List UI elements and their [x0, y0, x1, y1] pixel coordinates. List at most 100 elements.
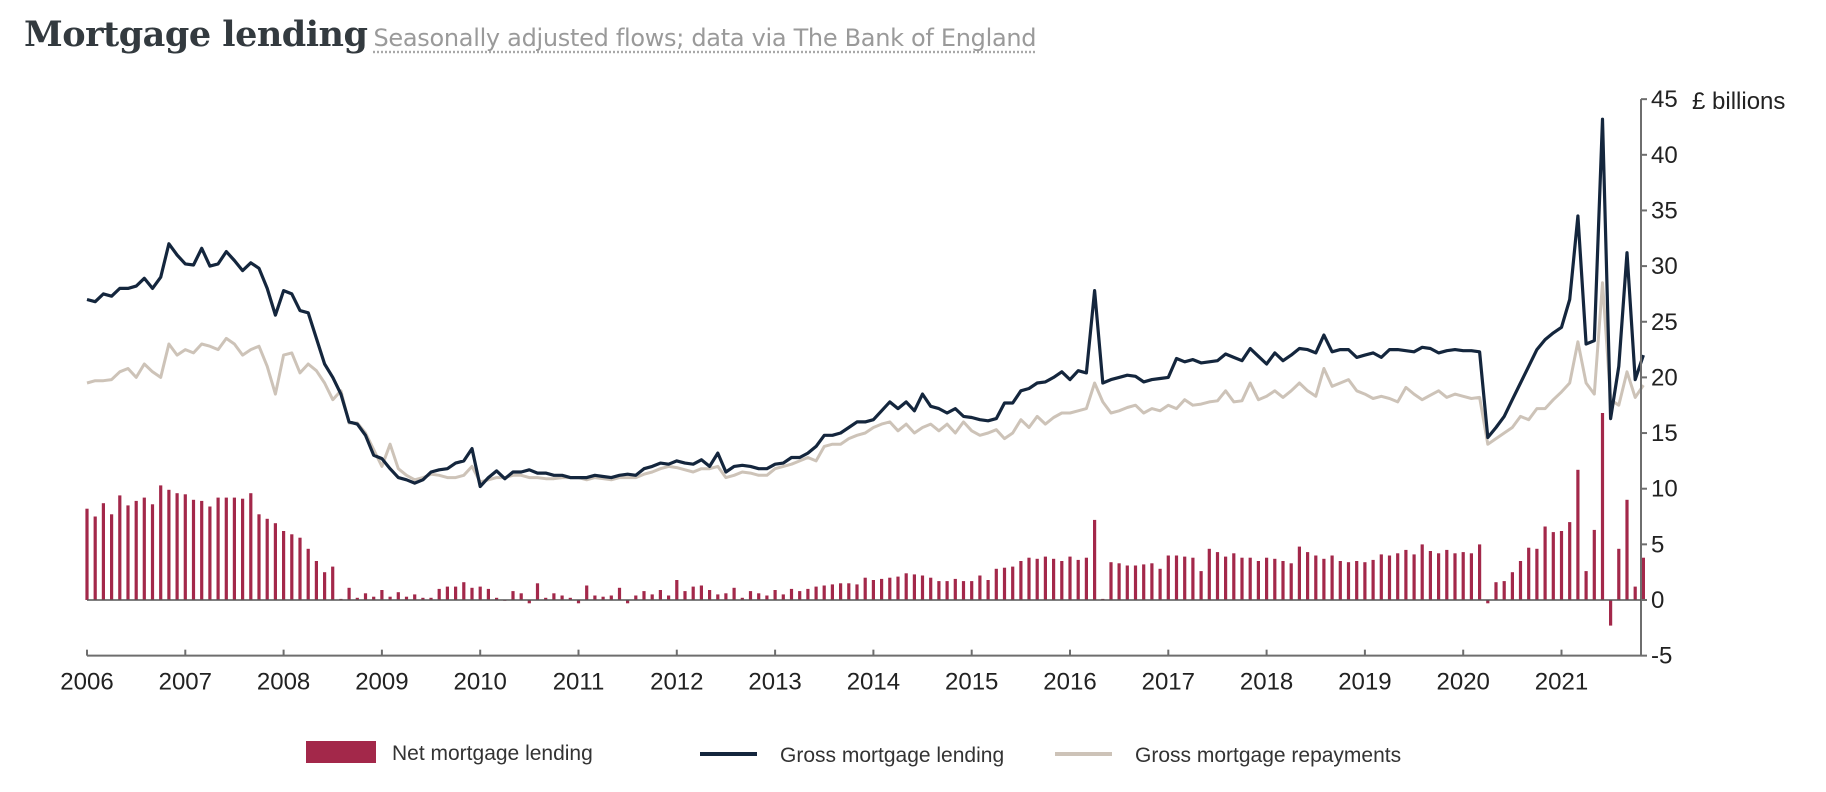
net-lending-bar	[159, 485, 163, 600]
net-lending-bar	[847, 583, 851, 600]
net-lending-bar	[1559, 531, 1564, 600]
net-lending-bar	[1396, 553, 1400, 600]
net-lending-bar	[265, 518, 269, 600]
net-lending-bar	[347, 587, 351, 600]
net-lending-bar	[1617, 548, 1621, 600]
net-lending-bar	[1510, 572, 1514, 600]
net-lending-bar	[273, 523, 277, 600]
chart-subtitle-link[interactable]: Seasonally adjusted flows; data via The …	[373, 24, 1037, 52]
net-lending-bar	[1076, 559, 1080, 600]
net-lending-bar	[454, 586, 458, 600]
legend: Net mortgage lending Gross mortgage lend…	[306, 741, 1401, 767]
net-lending-bar	[191, 499, 196, 600]
x-tick-label: 2020	[1437, 669, 1490, 696]
net-lending-bar	[216, 497, 220, 600]
net-lending-bar	[986, 580, 990, 600]
net-lending-bar	[773, 590, 777, 600]
net-lending-bar	[617, 587, 622, 600]
net-lending-bar	[396, 592, 400, 600]
net-lending-bar	[576, 600, 581, 604]
net-lending-bar	[511, 591, 515, 600]
net-lending-bar	[323, 572, 327, 600]
net-lending-bar	[1142, 564, 1146, 600]
net-lending-bar	[306, 548, 310, 600]
net-lending-bar	[568, 597, 572, 600]
net-lending-bar	[789, 588, 794, 600]
net-lending-bar	[142, 497, 146, 600]
net-lending-bar	[994, 568, 998, 600]
y-tick-label: 35	[1651, 197, 1678, 224]
net-lending-bar	[683, 591, 687, 600]
net-lending-bars	[85, 413, 1645, 626]
net-lending-bar	[282, 531, 286, 600]
net-lending-bar	[208, 506, 212, 600]
x-tick-label: 2019	[1338, 669, 1391, 696]
y-tick-label: 45	[1651, 86, 1678, 113]
net-lending-bar	[1379, 554, 1383, 600]
net-lending-bar	[167, 489, 171, 600]
net-lending-bar	[937, 581, 941, 600]
net-lending-bar	[929, 577, 933, 600]
y-tick-label: -5	[1651, 643, 1672, 670]
net-lending-bar	[1215, 552, 1220, 600]
net-lending-bar	[1428, 551, 1432, 600]
net-lending-bar	[1150, 563, 1154, 600]
net-lending-bar	[1543, 526, 1547, 600]
net-lending-bar	[1437, 553, 1441, 600]
net-lending-bar	[1052, 558, 1056, 600]
x-tick-label: 2017	[1142, 669, 1195, 696]
net-lending-bar	[519, 593, 523, 600]
net-lending-bar	[626, 600, 630, 604]
net-lending-bar	[1527, 547, 1531, 600]
net-lending-bar	[1445, 549, 1449, 600]
x-tick-label: 2018	[1240, 669, 1293, 696]
net-lending-bar	[1322, 558, 1326, 600]
net-lending-bar	[1035, 558, 1039, 600]
x-tick-label: 2011	[553, 669, 605, 696]
net-lending-bar	[380, 590, 384, 600]
net-lending-bar	[880, 578, 884, 600]
net-lending-bar	[1363, 562, 1367, 600]
net-lending-bar	[1068, 556, 1072, 600]
net-lending-bar	[814, 586, 818, 600]
net-lending-bar	[732, 587, 736, 600]
net-lending-bar	[1551, 532, 1555, 600]
net-lending-bar	[421, 597, 425, 600]
net-lending-bar	[126, 505, 130, 600]
net-lending-bar	[1109, 562, 1113, 600]
net-lending-bar	[478, 586, 482, 600]
net-lending-bar	[257, 514, 261, 600]
net-lending-bar	[544, 597, 548, 600]
net-lending-bar	[1093, 519, 1097, 600]
net-lending-bar	[1019, 561, 1023, 600]
x-tick-label: 2015	[945, 669, 998, 696]
net-lending-bar	[110, 514, 114, 600]
net-lending-bar	[1060, 561, 1064, 600]
net-lending-bar	[1289, 563, 1293, 600]
net-lending-bar	[1387, 555, 1392, 600]
net-lending-bar	[1494, 582, 1498, 600]
legend-label-net-mortgage-lending: Net mortgage lending	[392, 742, 593, 765]
net-lending-bar	[1281, 561, 1285, 600]
net-lending-bar	[1027, 557, 1031, 600]
net-lending-bar	[822, 585, 826, 600]
x-tick-label: 2009	[355, 669, 408, 696]
net-lending-bar	[945, 581, 949, 600]
net-lending-bar	[486, 588, 490, 600]
net-lending-bar	[1453, 553, 1457, 600]
net-lending-bar	[429, 597, 433, 600]
net-lending-bar	[1609, 600, 1613, 626]
net-lending-bar	[249, 493, 253, 600]
net-lending-bar	[413, 594, 417, 600]
net-lending-bar	[200, 500, 204, 600]
net-lending-bar	[658, 590, 662, 600]
x-tick-label: 2012	[650, 669, 703, 696]
net-lending-bar	[601, 596, 605, 600]
net-lending-bar	[863, 577, 867, 600]
legend-swatch-net-mortgage-lending	[306, 741, 376, 763]
net-lending-bar	[724, 593, 728, 600]
net-lending-bar	[101, 503, 105, 600]
net-lending-bar	[1248, 557, 1252, 600]
net-lending-bar	[404, 596, 409, 600]
net-lending-bar	[642, 591, 646, 600]
